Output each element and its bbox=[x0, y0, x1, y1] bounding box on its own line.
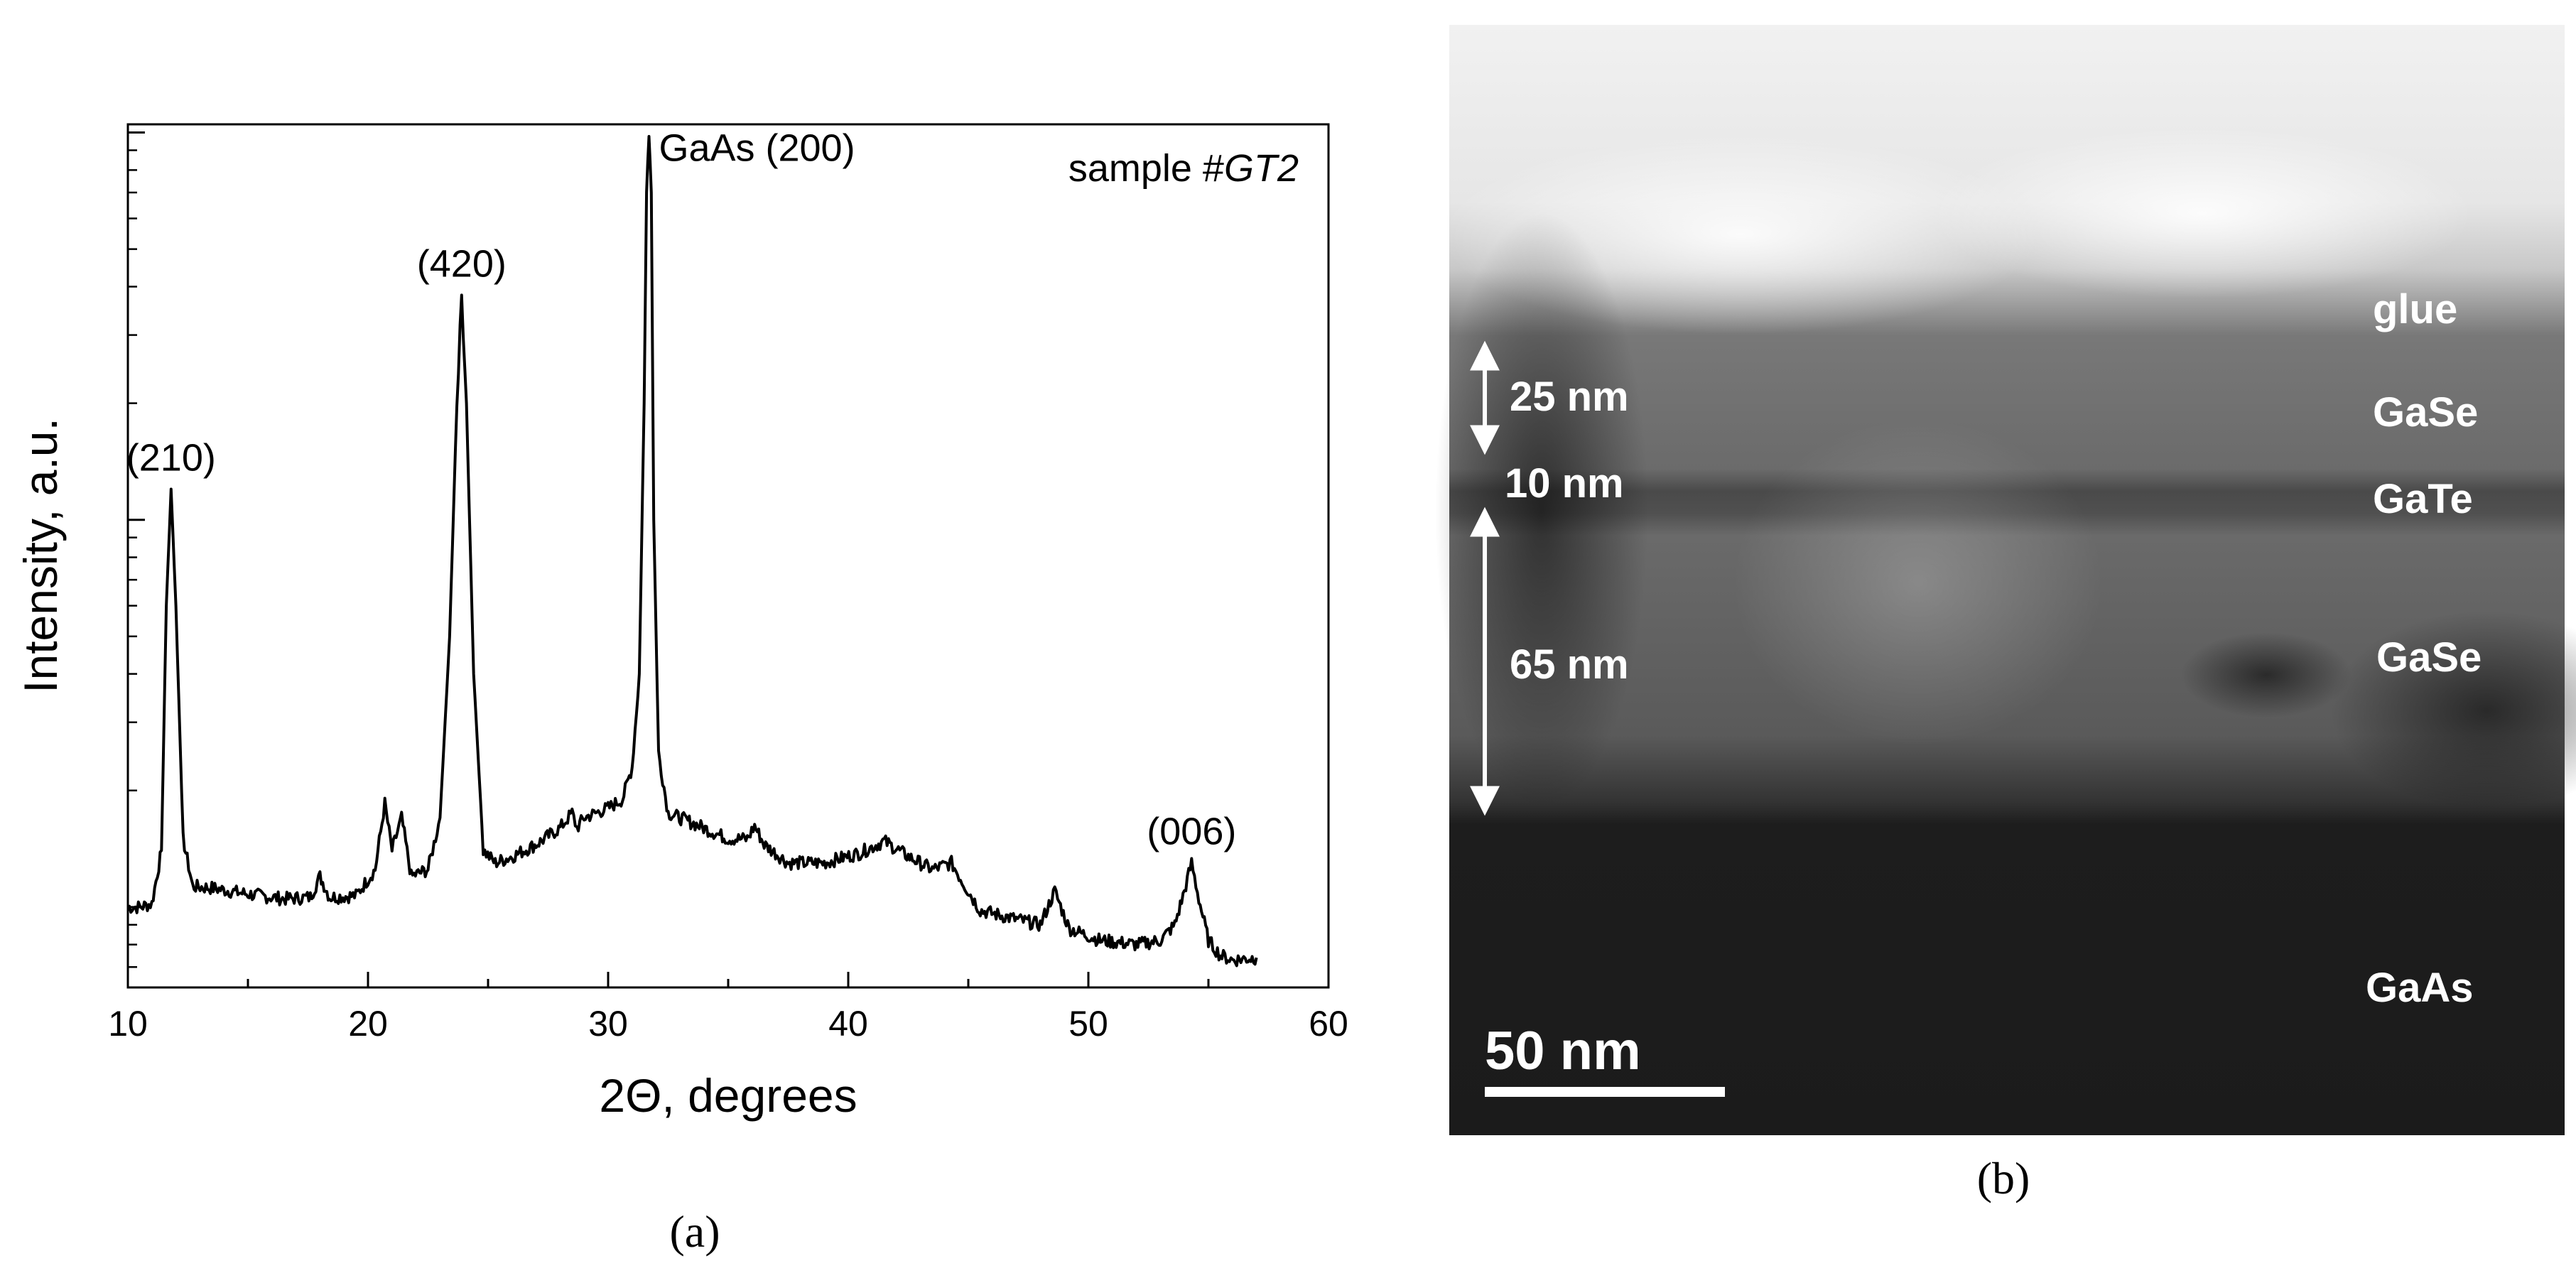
x-axis-ticks: 10 20 30 40 50 60 bbox=[108, 972, 1348, 1044]
thickness-label-bottom: 65 nm bbox=[1510, 641, 1629, 688]
caption-a: (a) bbox=[669, 1206, 720, 1257]
x-tick-label: 10 bbox=[108, 1004, 148, 1044]
x-axis-label: 2Θ, degrees bbox=[599, 1069, 857, 1122]
xrd-chart: 10 20 30 40 50 60 (210) (420) GaAs (200) (006) 2… bbox=[14, 123, 1348, 1257]
tem-image: glue GaSe GaTe GaSe GaAs 25 nm 10 nm 65 … bbox=[1435, 25, 2576, 1203]
x-tick-label: 40 bbox=[828, 1004, 868, 1044]
thickness-label-top: 25 nm bbox=[1510, 374, 1629, 420]
tem-glue-bright-patch bbox=[1932, 128, 2472, 298]
thickness-label-middle: 10 nm bbox=[1505, 460, 1624, 507]
y-axis-label: Intensity, a.u. bbox=[14, 418, 67, 693]
x-tick-label: 20 bbox=[348, 1004, 388, 1044]
peak-label: GaAs (200) bbox=[659, 127, 855, 170]
scale-bar-label: 50 nm bbox=[1485, 1021, 1641, 1081]
tem-label-gaas: GaAs bbox=[2366, 965, 2474, 1011]
y-axis-ticks bbox=[128, 131, 145, 968]
tem-label-glue: glue bbox=[2373, 286, 2457, 332]
tem-label-gase-top: GaSe bbox=[2373, 389, 2478, 435]
x-tick-label: 60 bbox=[1309, 1004, 1348, 1044]
tem-dark-region bbox=[2330, 611, 2576, 810]
plot-frame bbox=[126, 123, 1330, 989]
tem-label-gase-bottom: GaSe bbox=[2376, 634, 2482, 681]
tem-label-gate: GaTe bbox=[2373, 476, 2473, 522]
peak-label: (420) bbox=[417, 243, 507, 286]
sample-label: sample #GT2 bbox=[1068, 147, 1299, 190]
peak-label: (006) bbox=[1147, 811, 1236, 853]
x-tick-label: 30 bbox=[588, 1004, 628, 1044]
xrd-series-line bbox=[126, 135, 1258, 968]
tem-bright-region bbox=[1733, 419, 2103, 746]
caption-b: (b) bbox=[1977, 1153, 2030, 1203]
peak-label: (210) bbox=[126, 437, 216, 480]
x-tick-label: 50 bbox=[1068, 1004, 1108, 1044]
scale-bar bbox=[1485, 1087, 1725, 1097]
tem-dark-region bbox=[2181, 632, 2352, 717]
tem-dark-region bbox=[1435, 213, 1648, 810]
peak-labels: (210) (420) GaAs (200) (006) bbox=[126, 127, 1237, 853]
